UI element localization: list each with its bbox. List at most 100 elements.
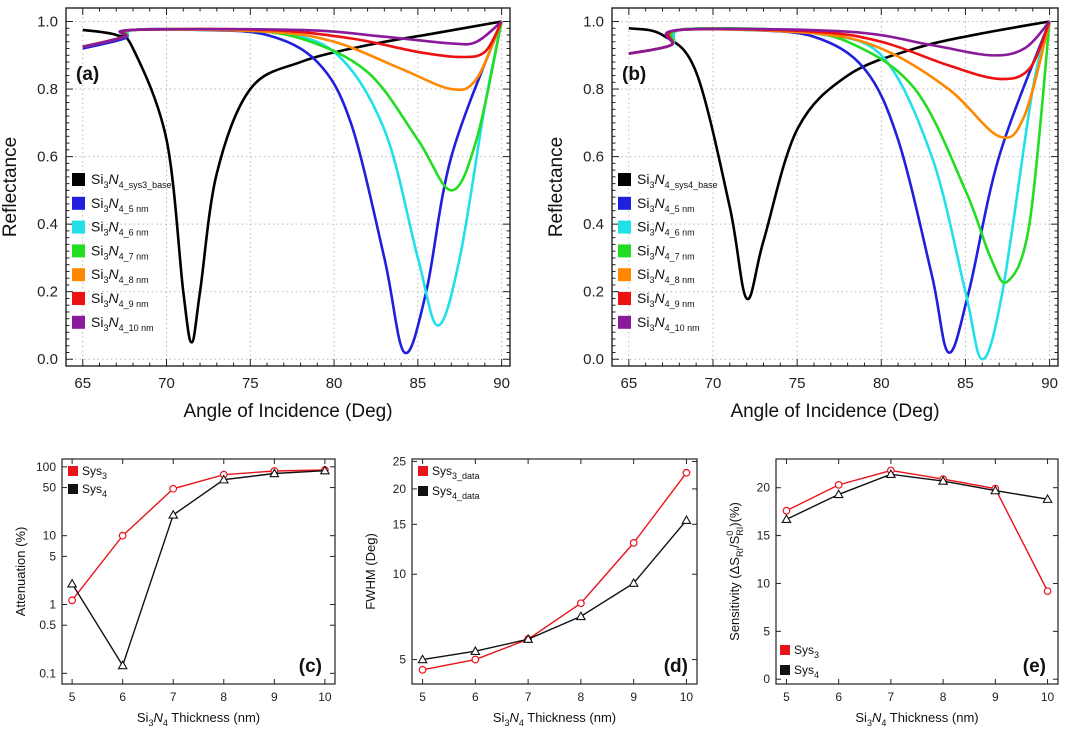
legend-entry: Si3N4_7 nm [91, 242, 149, 261]
y-axis-label: Reflectance [546, 137, 567, 237]
y-axis-label: Sensitivity (ΔSRI/S0RI)(%) [725, 502, 745, 641]
y-axis-label: FWHM (Deg) [363, 533, 378, 610]
y-tick-label: 0.8 [583, 81, 604, 98]
panel-label: (e) [1023, 656, 1046, 677]
plot-frame [411, 458, 698, 685]
series-line-Sys3 [71, 469, 325, 601]
legend-entry: Si3N4_5 nm [91, 195, 149, 214]
data-point-Sys3_data [471, 655, 480, 664]
y-tick-label: 0.8 [37, 81, 58, 98]
legend-swatch [618, 292, 631, 305]
series-line-Sys3 [786, 469, 1049, 592]
y-tick-label: 10 [757, 576, 771, 590]
plot-frame [65, 7, 511, 367]
data-point-Sys3 [834, 480, 843, 489]
y-tick-label: 0.2 [37, 284, 58, 301]
plot-frame [61, 458, 336, 685]
legend-swatch [618, 196, 631, 210]
legend-swatch [418, 486, 428, 496]
data-point-Sys4_data [470, 645, 481, 655]
legend-entry: Sys3 [82, 464, 107, 481]
series-line-Sys4 [786, 473, 1048, 520]
x-axis-label: Si3N4 Thickness (nm) [855, 710, 978, 728]
legend-swatch [72, 220, 85, 234]
data-point-Sys4_data [628, 577, 639, 587]
x-tick-label: 8 [578, 690, 585, 704]
y-tick-label: 15 [393, 517, 407, 531]
data-point-Sys3 [782, 506, 791, 515]
y-tick-label: 1.0 [37, 14, 58, 31]
data-point-Sys4 [937, 475, 949, 485]
legend-entry: Si3N4_sys3_base [91, 171, 172, 190]
panel-label: (c) [299, 656, 322, 677]
panel-label: (d) [664, 656, 688, 677]
plot-frame [775, 458, 1059, 685]
legend-swatch [72, 268, 85, 282]
data-point-Sys4 [66, 578, 78, 588]
legend-entry: Sys3 [794, 643, 819, 660]
data-point-Sys4_data [575, 611, 587, 621]
legend-swatch [68, 466, 78, 476]
data-point-Sys4_data [417, 654, 428, 664]
legend-swatch [72, 196, 85, 210]
y-axis-label: Attenuation (%) [13, 527, 28, 617]
data-point-Sys3 [1043, 587, 1052, 596]
data-point-Sys3_data [418, 665, 427, 674]
legend-entry: Si3N4_9 nm [91, 290, 149, 309]
legend-swatch [72, 173, 85, 186]
y-axis-label: Reflectance [0, 137, 21, 237]
data-point-Sys4 [319, 465, 331, 475]
legend-swatch [618, 220, 631, 234]
panel-label: (a) [76, 64, 99, 85]
chart-panel-a: 65 70 75 80 85 90 0.0 0.2 0.4 0.6 0.8 1.0 Angle of I… [0, 7, 511, 422]
data-point-Sys3 [68, 596, 77, 605]
y-tick-label: 0.5 [39, 618, 56, 632]
y-tick-label: 0.4 [37, 216, 58, 233]
x-tick-label: 10 [318, 690, 332, 704]
y-tick-label: 20 [393, 482, 407, 496]
x-tick-label: 7 [888, 690, 895, 704]
series-line-Si3N4_sys3_base [82, 20, 502, 344]
x-tick-label: 6 [472, 690, 479, 704]
legend-entry: Sys4 [82, 482, 107, 499]
x-tick-label: 5 [419, 690, 426, 704]
x-tick-label: 80 [326, 375, 343, 392]
x-tick-label: 70 [705, 375, 722, 392]
data-point-Sys3_data [576, 599, 585, 608]
legend-entry: Si3N4_10 nm [91, 314, 154, 333]
series-line-Si3N4_10nm [628, 20, 1051, 57]
legend-entry: Sys3_data [432, 464, 480, 481]
legend-swatch [618, 244, 631, 258]
x-tick-label: 6 [835, 690, 842, 704]
series-line-Sys4_data [422, 519, 687, 661]
data-point-Sys4 [218, 474, 229, 484]
legend-entry: Si3N4_sys4_base [637, 171, 718, 190]
legend-swatch [618, 173, 631, 186]
data-point-Sys4 [269, 468, 280, 478]
x-tick-label: 10 [1041, 690, 1055, 704]
x-tick-label: 8 [220, 690, 227, 704]
legend-entry: Si3N4_5 nm [637, 195, 695, 214]
legend-swatch [72, 315, 85, 329]
y-tick-label: 5 [49, 549, 56, 563]
legend-entry: Sys4_data [432, 484, 480, 501]
x-axis-label: Si3N4 Thickness (nm) [493, 710, 616, 728]
legend-entry: Si3N4_7 nm [637, 242, 695, 261]
x-tick-label: 5 [69, 690, 76, 704]
data-point-Sys4 [117, 660, 128, 670]
x-axis-label: Si3N4 Thickness (nm) [137, 710, 260, 728]
x-tick-label: 9 [992, 690, 999, 704]
series-line-Si3N4_10nm [82, 20, 503, 49]
x-tick-label: 85 [957, 375, 974, 392]
y-tick-label: 0.6 [37, 149, 58, 166]
data-point-Sys4 [990, 485, 1001, 495]
legend-entry: Si3N4_10 nm [637, 314, 700, 333]
y-tick-label: 0 [763, 672, 770, 686]
y-tick-label: 0.2 [583, 284, 604, 301]
plot-frame [611, 7, 1059, 367]
data-point-Sys4_data [681, 514, 692, 524]
x-tick-label: 75 [242, 375, 259, 392]
legend-swatch [72, 292, 85, 305]
legend-entry: Si3N4_6 nm [637, 219, 695, 238]
